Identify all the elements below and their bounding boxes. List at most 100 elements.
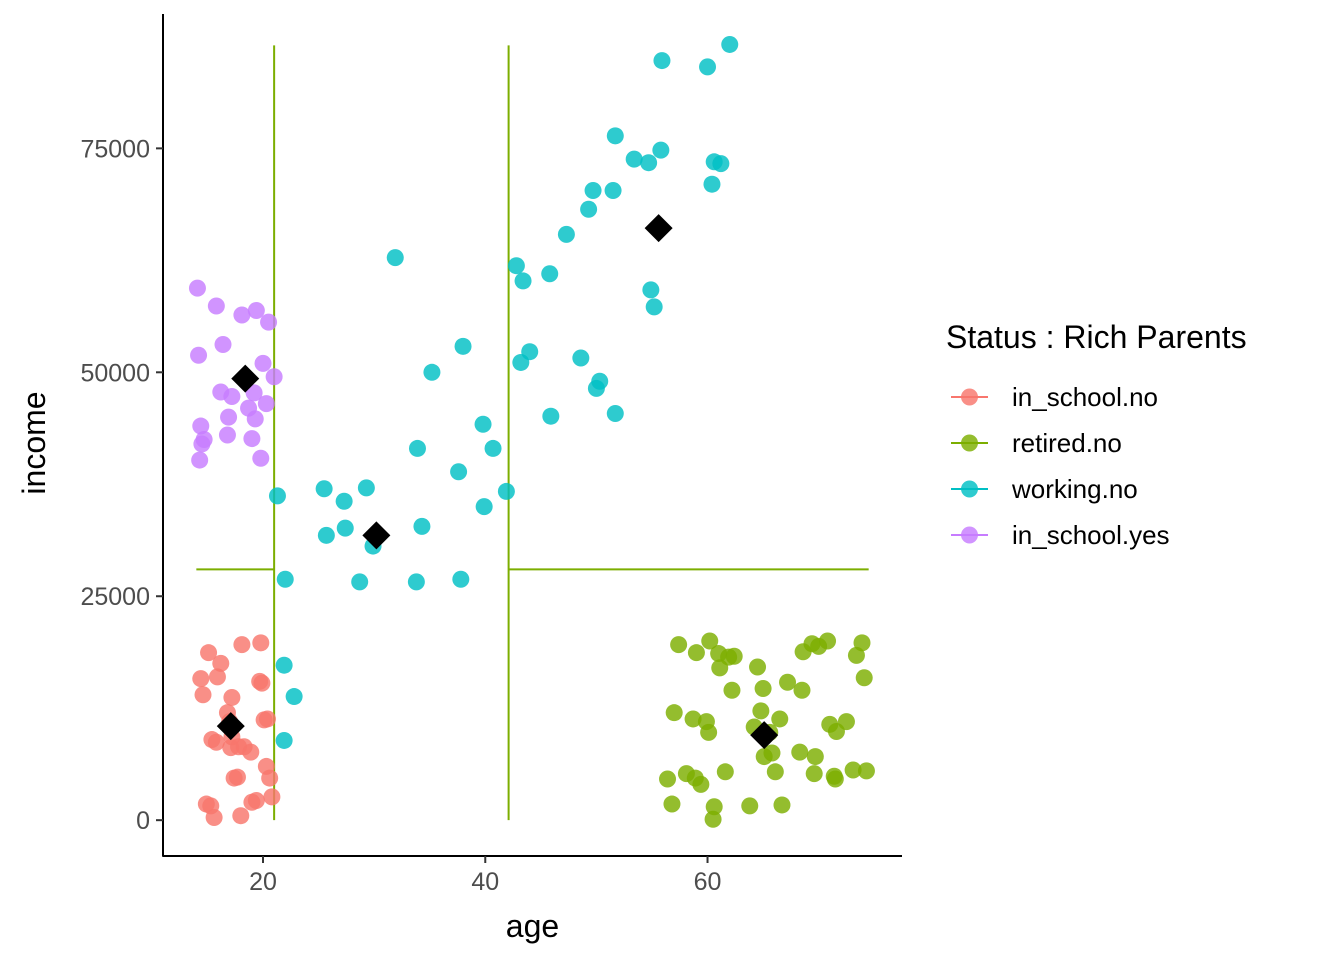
legend-item-working-no: working.no: [951, 474, 1138, 504]
data-point-working-no: [580, 200, 598, 218]
data-point-working-no: [454, 337, 472, 355]
legend-key-point: [961, 434, 978, 452]
data-point-working-no: [386, 249, 404, 267]
centroid-marker-4: [644, 214, 673, 243]
data-point-retired-no: [701, 632, 719, 650]
data-point-in-school-yes: [233, 306, 251, 324]
data-point-in-school-no: [194, 686, 212, 704]
data-point-working-no: [275, 731, 293, 749]
data-point-retired-no: [749, 658, 767, 676]
data-point-in-school-yes: [192, 417, 210, 435]
legend-item-in-school-yes: in_school.yes: [951, 520, 1170, 550]
centroid-marker-2: [750, 721, 779, 750]
legend-title: Status : Rich Parents: [946, 319, 1247, 355]
data-points: [188, 35, 875, 828]
data-point-in-school-no: [243, 793, 261, 811]
legend-item-retired-no: retired.no: [951, 428, 1122, 458]
centroid-marker-5: [231, 364, 260, 393]
data-point-in-school-yes: [245, 384, 263, 402]
data-point-working-no: [645, 298, 663, 316]
data-point-retired-no: [826, 770, 844, 788]
data-point-working-no: [591, 372, 609, 390]
data-point-working-no: [604, 181, 622, 199]
data-point-retired-no: [687, 644, 705, 662]
data-point-in-school-no: [242, 743, 260, 761]
legend-key-point: [961, 526, 978, 544]
data-point-retired-no: [855, 669, 873, 687]
y-axis-title: income: [16, 391, 52, 494]
legend-key-point: [961, 480, 978, 498]
legend-item-in-school-no: in_school.no: [951, 382, 1158, 412]
data-point-working-no: [514, 272, 532, 290]
data-point-in-school-yes: [252, 449, 270, 467]
data-point-working-no: [703, 175, 721, 193]
data-point-retired-no: [844, 761, 862, 779]
data-point-working-no: [276, 570, 294, 588]
data-point-working-no: [542, 407, 560, 425]
data-point-in-school-yes: [247, 301, 265, 319]
data-point-working-no: [521, 343, 539, 361]
data-point-retired-no: [725, 647, 743, 665]
y-tick-label: 50000: [80, 359, 150, 387]
data-point-working-no: [357, 479, 375, 497]
data-point-in-school-yes: [254, 354, 272, 372]
y-tick-label: 75000: [80, 135, 150, 163]
data-point-working-no: [557, 225, 575, 243]
data-point-working-no: [450, 463, 468, 481]
series-working-no: [268, 35, 739, 749]
data-point-working-no: [653, 52, 671, 70]
data-point-working-no: [408, 439, 426, 457]
data-point-working-no: [640, 154, 658, 172]
data-point-working-no: [268, 487, 286, 505]
data-point-working-no: [336, 519, 354, 537]
data-point-retired-no: [723, 681, 741, 699]
data-point-retired-no: [741, 797, 759, 815]
data-point-retired-no: [692, 775, 710, 793]
series-in-school-yes: [188, 279, 283, 469]
data-point-retired-no: [857, 762, 875, 780]
data-point-in-school-no: [258, 710, 276, 728]
data-point-in-school-no: [228, 768, 246, 786]
data-point-retired-no: [806, 748, 824, 766]
data-point-retired-no: [670, 636, 688, 654]
cut-lines: [196, 45, 869, 821]
data-point-in-school-yes: [246, 410, 264, 428]
data-point-in-school-no: [205, 808, 223, 826]
data-point-working-no: [497, 482, 515, 500]
data-point-working-no: [721, 35, 739, 53]
data-point-retired-no: [837, 713, 855, 731]
legend-label: in_school.no: [1012, 382, 1158, 412]
legend-key-point: [961, 388, 978, 406]
data-point-retired-no: [766, 763, 784, 781]
data-point-in-school-yes: [188, 279, 206, 297]
data-point-retired-no: [805, 765, 823, 783]
data-point-in-school-no: [261, 769, 279, 787]
data-point-working-no: [351, 573, 369, 591]
data-point-retired-no: [819, 632, 837, 650]
data-point-retired-no: [663, 795, 681, 813]
data-point-in-school-no: [212, 654, 230, 672]
data-point-in-school-yes: [191, 451, 209, 469]
data-point-in-school-no: [233, 636, 251, 654]
data-point-working-no: [541, 265, 559, 283]
data-point-retired-no: [684, 710, 702, 728]
data-point-retired-no: [752, 702, 770, 720]
data-point-working-no: [712, 155, 730, 173]
data-point-retired-no: [763, 744, 781, 762]
data-point-working-no: [285, 688, 303, 706]
data-point-in-school-no: [263, 788, 281, 806]
data-point-retired-no: [754, 679, 772, 697]
data-point-working-no: [572, 349, 590, 367]
data-point-in-school-yes: [195, 430, 213, 448]
data-point-in-school-yes: [223, 387, 241, 405]
centroid-marker-3: [362, 521, 391, 550]
data-point-in-school-yes: [257, 395, 275, 413]
data-point-retired-no: [665, 704, 683, 722]
data-point-in-school-yes: [214, 336, 232, 354]
data-point-in-school-no: [252, 634, 270, 652]
x-tick-label: 60: [694, 868, 722, 896]
data-point-working-no: [652, 141, 670, 159]
legend-label: working.no: [1011, 474, 1138, 504]
x-axis-title: age: [506, 908, 559, 944]
